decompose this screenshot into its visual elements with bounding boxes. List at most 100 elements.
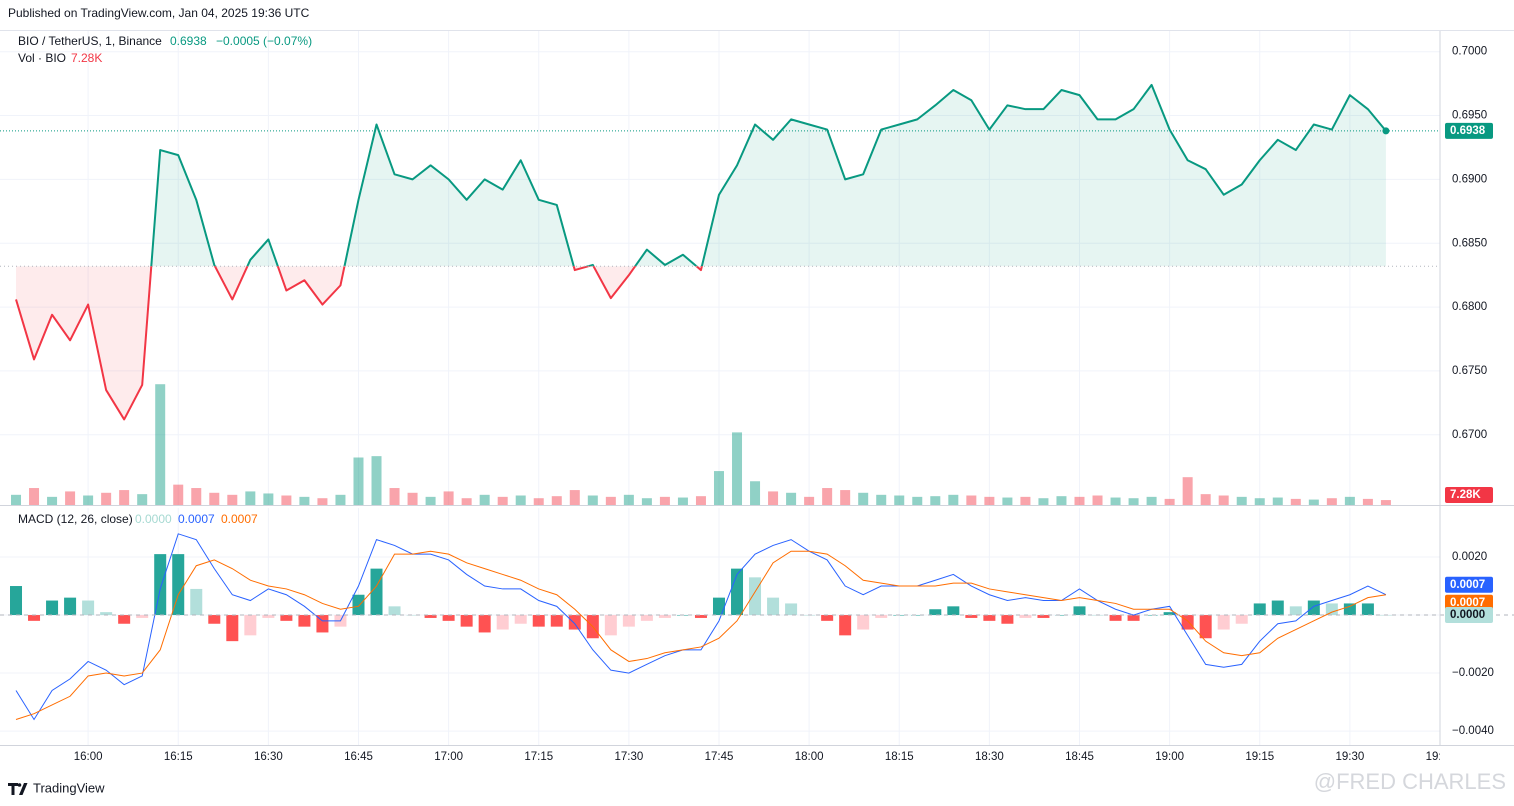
volume-bar xyxy=(569,490,580,505)
macd-histogram-bar xyxy=(1055,615,1068,616)
volume-bar xyxy=(407,492,418,505)
volume-bar xyxy=(497,496,508,505)
macd-histogram-bar xyxy=(424,615,437,618)
volume-bar xyxy=(1200,494,1211,505)
macd-histogram-bar xyxy=(244,615,257,636)
last-price: 0.6938 xyxy=(170,34,207,48)
macd-title: MACD (12, 26, close) xyxy=(18,512,133,526)
x-tick-label: 16:30 xyxy=(254,751,283,763)
x-tick-label: 19:30 xyxy=(1335,751,1364,763)
macd-histogram-bar xyxy=(190,588,203,616)
volume-bar xyxy=(1002,497,1013,505)
symbol-name: BIO / TetherUS, 1, Binance xyxy=(18,34,162,48)
x-tick-label: 19:15 xyxy=(1245,751,1274,763)
volume-bar xyxy=(155,384,166,505)
volume-bar xyxy=(425,496,436,505)
volume-bar xyxy=(83,495,94,505)
macd-histogram-bar xyxy=(82,600,95,616)
volume-bar xyxy=(1272,497,1283,505)
volume-bar xyxy=(209,492,220,505)
macd-histogram-bar xyxy=(712,597,725,616)
macd-line xyxy=(15,533,1387,721)
macd-histogram-bar xyxy=(1145,615,1158,616)
macd-line-tag xyxy=(1445,576,1493,593)
macd-histogram-bar xyxy=(767,597,780,616)
macd-histogram-bar xyxy=(929,609,942,616)
volume-bar xyxy=(1218,495,1229,505)
volume-bar xyxy=(263,493,274,505)
volume-bar xyxy=(912,496,923,505)
macd-histogram-bar xyxy=(118,615,131,624)
macd-histogram-bar xyxy=(478,615,491,633)
last-price-tag-label: 0.6938 xyxy=(1450,125,1486,137)
macd-histogram-bar xyxy=(496,615,509,630)
x-tick-label: 17:00 xyxy=(434,751,463,763)
macd-histogram-bar xyxy=(658,615,671,618)
volume-bar xyxy=(1056,496,1067,505)
macd-histogram-bar xyxy=(262,615,275,618)
macd-histogram-bar xyxy=(388,606,401,616)
volume-bar xyxy=(1164,498,1175,505)
volume-bar xyxy=(966,495,977,505)
macd-histogram-bar xyxy=(875,615,888,618)
price-line xyxy=(150,83,1387,267)
macd-histogram-bar xyxy=(1271,600,1284,616)
x-tick-label: 18:30 xyxy=(975,751,1004,763)
macd-histogram-bar xyxy=(1325,603,1338,616)
published-note: Published on TradingView.com, Jan 04, 20… xyxy=(8,6,310,20)
y-tick-label: 0.6750 xyxy=(1452,365,1487,377)
signal-line xyxy=(15,550,1386,720)
macd-histogram-bar xyxy=(316,615,329,633)
macd-histogram-bar xyxy=(406,615,419,616)
macd-histogram-bar xyxy=(839,615,852,636)
macd-line-tag-label: 0.0007 xyxy=(1450,579,1485,591)
macd-histogram-bar xyxy=(911,615,924,616)
macd-histogram-bar xyxy=(10,586,23,616)
volume-bar xyxy=(551,496,562,505)
macd-histogram-bar xyxy=(1199,615,1212,639)
volume-bar xyxy=(876,494,887,505)
macd-histogram-bar xyxy=(640,615,653,621)
volume-last: 7.28K xyxy=(71,51,102,65)
volume-bar xyxy=(768,491,779,505)
macd-histogram-bar xyxy=(1001,615,1014,624)
volume-bar xyxy=(1128,498,1139,505)
volume-bar xyxy=(1236,496,1247,505)
volume-bar xyxy=(605,496,616,505)
macd-histogram-bar xyxy=(1037,615,1050,618)
baseline-area xyxy=(16,84,1386,267)
macd-histogram-bar xyxy=(731,568,744,616)
macd-histogram-bar xyxy=(1307,600,1320,616)
last-price-tag xyxy=(1445,122,1493,139)
macd-histogram-bar xyxy=(532,615,545,627)
macd-histogram-bar xyxy=(46,600,59,616)
macd-histogram-bar xyxy=(1343,603,1356,616)
volume-bar xyxy=(371,456,382,505)
volume-bar xyxy=(173,484,184,505)
y-tick-label: −0.0040 xyxy=(1452,725,1494,737)
x-tick-label: 17:30 xyxy=(614,751,643,763)
volume-tag-label: 7.28K xyxy=(1450,489,1481,501)
volume-bar xyxy=(1182,477,1193,505)
histogram-tag xyxy=(1445,607,1493,624)
macd-histogram-bar xyxy=(1289,606,1302,616)
macd-histogram-bar xyxy=(28,615,41,621)
macd-histogram-bar xyxy=(1253,603,1266,616)
volume-bar xyxy=(984,496,995,505)
baseline-area xyxy=(16,266,702,420)
macd-histogram-bar xyxy=(1361,603,1374,616)
y-tick-label: 0.6700 xyxy=(1452,429,1487,441)
volume-bar xyxy=(1254,498,1265,505)
volume-bar xyxy=(299,496,310,505)
macd-histogram-bar xyxy=(1073,606,1086,616)
macd-histogram-bar xyxy=(172,554,185,616)
y-tick-label: 0.0020 xyxy=(1452,551,1487,563)
macd-histogram-bar xyxy=(604,615,617,636)
volume-bar xyxy=(101,492,112,505)
macd-histogram-bar xyxy=(857,615,870,630)
volume-bar xyxy=(713,471,724,505)
x-tick-label: 17:45 xyxy=(705,751,734,763)
